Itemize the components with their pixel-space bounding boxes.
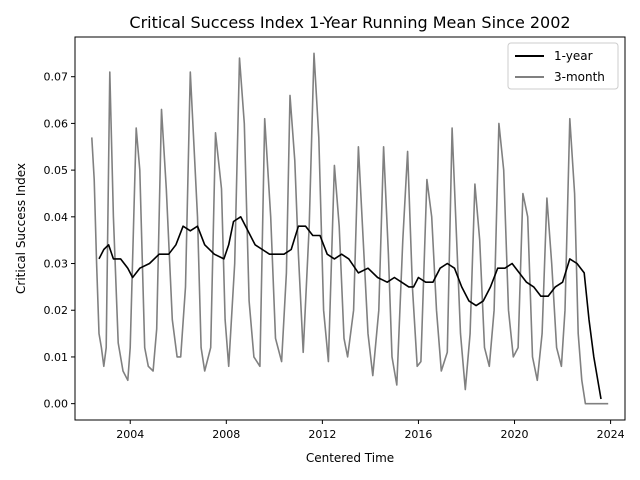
y-tick-label: 0.01 (44, 351, 69, 364)
y-axis-label: Critical Success Index (14, 163, 28, 294)
chart-title: Critical Success Index 1-Year Running Me… (129, 13, 570, 32)
y-axis: 0.00 0.01 0.02 0.03 0.04 0.05 0.06 0.07 (44, 71, 75, 411)
x-axis: 2004 2008 2012 2016 2020 2024 (116, 420, 625, 441)
legend-label-1-year: 1-year (554, 49, 593, 63)
x-tick-label: 2004 (116, 428, 144, 441)
x-axis-label: Centered Time (306, 451, 394, 465)
y-tick-label: 0.02 (44, 304, 69, 317)
y-tick-label: 0.04 (44, 211, 69, 224)
y-tick-label: 0.07 (44, 71, 69, 84)
series-line-3-month (91, 52, 609, 405)
legend-label-3-month: 3-month (554, 70, 605, 84)
x-tick-label: 2008 (212, 428, 240, 441)
x-tick-label: 2012 (308, 428, 336, 441)
y-tick-label: 0.06 (44, 117, 69, 130)
y-tick-label: 0.05 (44, 164, 69, 177)
x-tick-label: 2024 (597, 428, 625, 441)
plot-frame (74, 36, 626, 421)
y-tick-label: 0.00 (44, 398, 69, 411)
series-layer (91, 52, 609, 405)
x-tick-label: 2020 (501, 428, 529, 441)
series-line-1-year (98, 216, 602, 400)
legend: 1-year 3-month (507, 42, 619, 90)
y-tick-label: 0.03 (44, 258, 69, 271)
plot-area (74, 36, 626, 421)
x-tick-label: 2016 (404, 428, 432, 441)
